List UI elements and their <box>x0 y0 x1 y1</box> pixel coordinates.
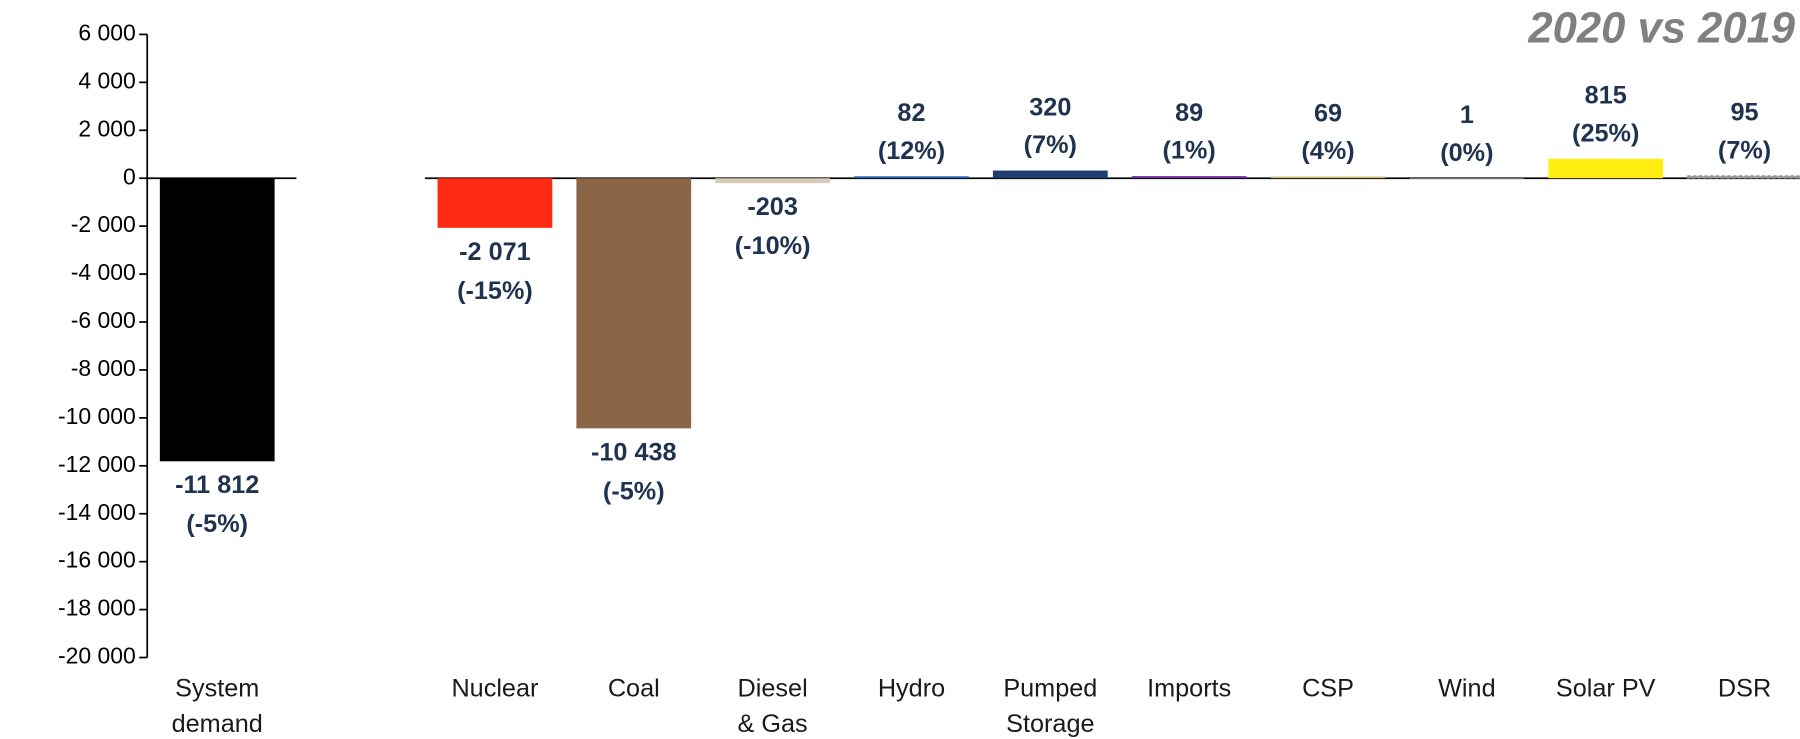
value-label: 82 <box>897 99 925 127</box>
y-tick-label: -4 000 <box>71 259 136 285</box>
bar <box>1686 175 1800 179</box>
y-tick-label: -2 000 <box>71 211 136 237</box>
y-tick-label: -20 000 <box>58 643 136 669</box>
percent-label: (-5%) <box>603 477 665 505</box>
value-label: -2 071 <box>459 238 531 266</box>
bar <box>159 178 275 462</box>
x-tick-label: Pumped Storage <box>1003 674 1097 738</box>
y-tick-label: -10 000 <box>58 403 136 429</box>
y-tick-label: 2 000 <box>78 115 135 141</box>
y-tick-label: 0 <box>123 163 136 189</box>
y-tick-label: 6 000 <box>78 19 135 45</box>
x-tick-label: Coal <box>608 674 660 702</box>
x-tick-label: Imports <box>1147 674 1231 702</box>
x-tick-label-line: System <box>175 674 259 702</box>
x-tick-label: Wind <box>1438 674 1496 702</box>
value-label: -10 438 <box>591 438 677 466</box>
percent-label: (-5%) <box>186 510 248 538</box>
bar <box>437 178 553 228</box>
y-tick-label: -18 000 <box>58 595 136 621</box>
x-tick-label: Nuclear <box>451 674 538 702</box>
percent-label: (7%) <box>1718 137 1771 165</box>
bar <box>1270 176 1386 179</box>
x-tick-label-line: Diesel <box>738 674 808 702</box>
x-tick-label-line: Storage <box>1006 710 1094 738</box>
bar <box>1409 178 1525 179</box>
bar <box>715 178 831 184</box>
value-label: 815 <box>1585 81 1627 109</box>
value-label: 89 <box>1175 99 1203 127</box>
percent-label: (7%) <box>1024 131 1077 159</box>
x-tick-label: Solar PV <box>1556 674 1656 702</box>
x-tick-label-line: demand <box>172 710 263 738</box>
value-label: 95 <box>1731 99 1759 127</box>
value-label: -11 812 <box>175 471 259 499</box>
x-tick-label: CSP <box>1302 674 1354 702</box>
x-tick-label: DSR <box>1718 674 1771 702</box>
y-tick-label: -14 000 <box>58 499 136 525</box>
bar <box>854 176 969 179</box>
chart-title: 2020 vs 2019 <box>1527 4 1795 52</box>
x-tick-label: System demand <box>172 674 263 738</box>
bar <box>1548 158 1664 179</box>
y-tick-label: -16 000 <box>58 547 136 573</box>
value-label: -203 <box>747 193 798 221</box>
percent-label: (1%) <box>1163 137 1216 165</box>
percent-label: (4%) <box>1301 137 1354 165</box>
value-label: 1 <box>1460 101 1474 129</box>
x-tick-label-line: & Gas <box>738 710 808 738</box>
x-tick-label: Hydro <box>878 674 945 702</box>
y-tick-label: -8 000 <box>71 355 136 381</box>
bar <box>1131 176 1247 179</box>
y-tick-label: -12 000 <box>58 451 136 477</box>
value-label: 320 <box>1029 93 1071 121</box>
percent-label: (25%) <box>1572 119 1639 147</box>
percent-label: (-10%) <box>735 232 811 260</box>
bar <box>992 170 1108 179</box>
x-tick-label: Diesel & Gas <box>738 674 808 738</box>
value-label: 69 <box>1314 99 1342 127</box>
percent-label: (0%) <box>1440 139 1493 167</box>
x-tick-label-line: Pumped <box>1003 674 1097 702</box>
percent-label: (-15%) <box>457 277 533 305</box>
y-tick-label: -6 000 <box>71 307 136 333</box>
y-tick-label: 4 000 <box>78 67 135 93</box>
bar <box>576 178 692 429</box>
percent-label: (12%) <box>878 137 945 165</box>
